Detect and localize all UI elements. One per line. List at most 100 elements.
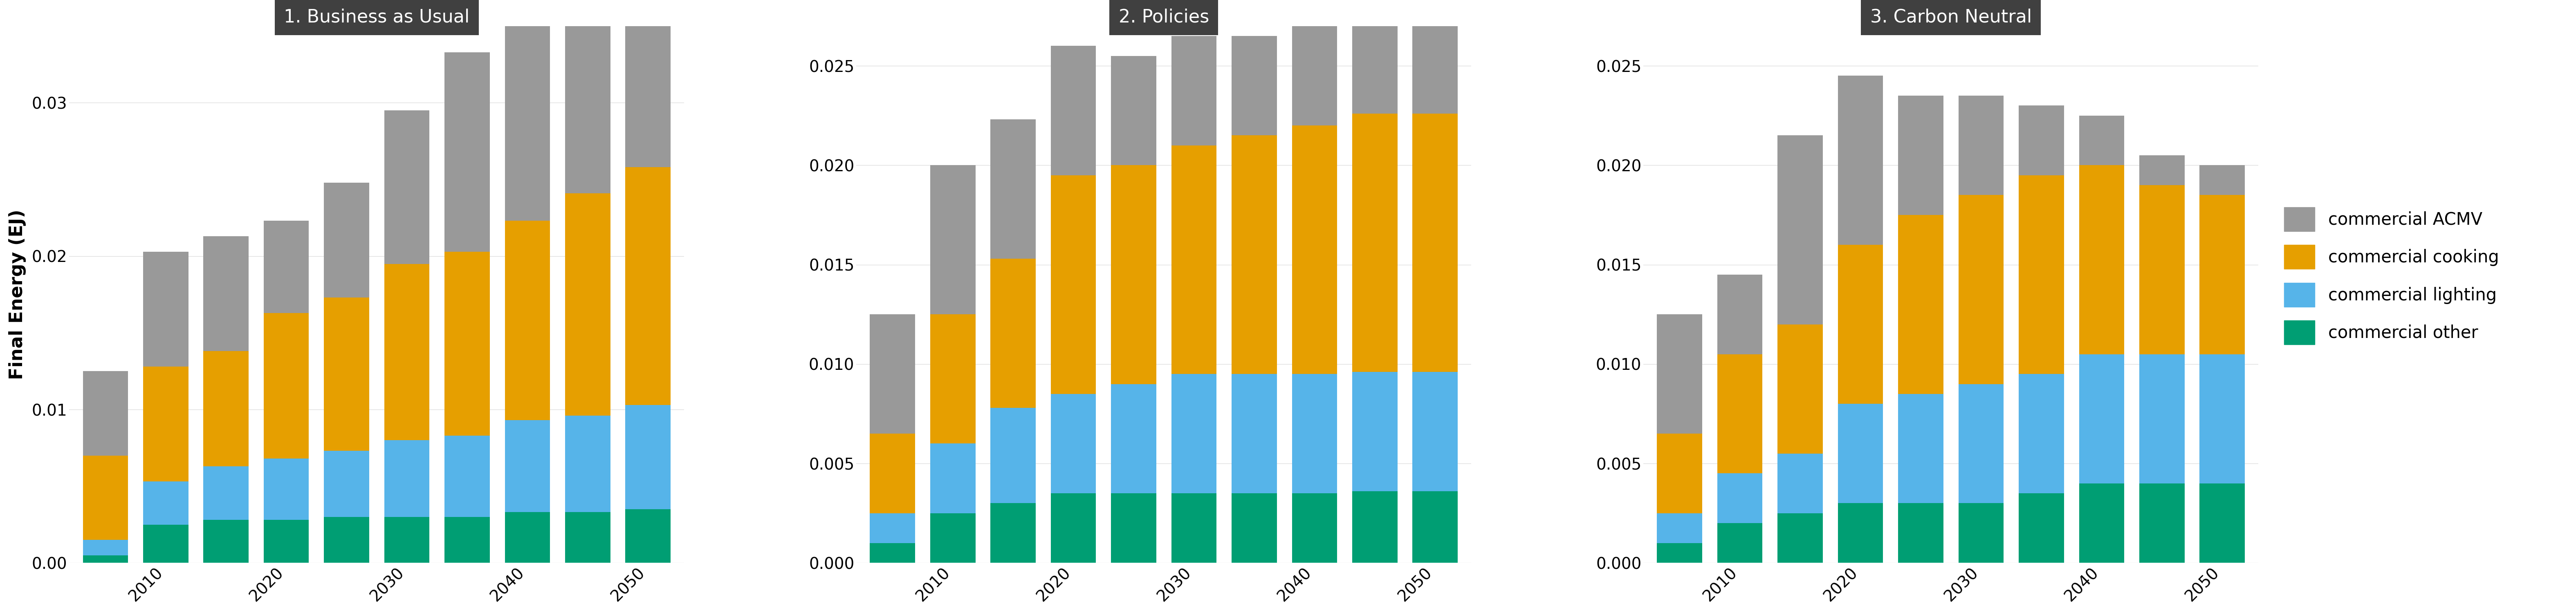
Bar <box>1110 166 1157 384</box>
Bar <box>144 482 188 525</box>
Bar <box>446 436 489 517</box>
Bar <box>1837 404 1883 503</box>
Bar <box>1352 24 1396 113</box>
Bar <box>2079 166 2125 354</box>
Bar <box>626 405 670 509</box>
Bar <box>930 513 976 563</box>
Bar <box>2079 483 2125 563</box>
Bar <box>1899 215 1942 394</box>
Bar <box>930 314 976 444</box>
Bar <box>2020 175 2063 374</box>
Bar <box>2020 374 2063 493</box>
Title: 3. Carbon Neutral: 3. Carbon Neutral <box>1870 9 2032 26</box>
Bar <box>564 0 611 193</box>
Bar <box>1051 394 1095 493</box>
Bar <box>1293 126 1337 374</box>
Bar <box>1837 503 1883 563</box>
Bar <box>871 314 914 433</box>
Bar <box>1958 503 2004 563</box>
Bar <box>2020 105 2063 175</box>
Bar <box>1051 175 1095 394</box>
Bar <box>1293 493 1337 563</box>
Bar <box>2138 483 2184 563</box>
Bar <box>82 540 129 555</box>
Bar <box>626 167 670 405</box>
Bar <box>1958 195 2004 384</box>
Bar <box>1899 503 1942 563</box>
Bar <box>325 517 368 563</box>
Bar <box>564 193 611 416</box>
Bar <box>1958 96 2004 195</box>
Bar <box>384 110 430 264</box>
Bar <box>505 221 551 421</box>
Bar <box>1352 491 1396 563</box>
Bar <box>1352 372 1396 491</box>
Bar <box>384 517 430 563</box>
Bar <box>626 509 670 563</box>
Bar <box>564 512 611 563</box>
Bar <box>1172 145 1216 374</box>
Bar <box>1899 394 1942 503</box>
Bar <box>1777 513 1824 563</box>
Bar <box>871 543 914 563</box>
Bar <box>1293 374 1337 493</box>
Bar <box>564 416 611 512</box>
Bar <box>1412 491 1458 563</box>
Bar <box>1293 26 1337 126</box>
Bar <box>1231 135 1278 374</box>
Bar <box>325 297 368 451</box>
Bar <box>2200 166 2244 195</box>
Bar <box>1412 113 1458 372</box>
Bar <box>1718 523 1762 563</box>
Bar <box>626 0 670 167</box>
Bar <box>930 444 976 513</box>
Bar <box>2138 185 2184 354</box>
Bar <box>1656 433 1703 513</box>
Bar <box>1412 24 1458 113</box>
Bar <box>992 120 1036 259</box>
Bar <box>1718 473 1762 523</box>
Bar <box>446 52 489 251</box>
Bar <box>446 251 489 436</box>
Bar <box>1352 113 1396 372</box>
Bar <box>1777 324 1824 454</box>
Bar <box>446 517 489 563</box>
Bar <box>1110 384 1157 493</box>
Title: 1. Business as Usual: 1. Business as Usual <box>283 9 469 26</box>
Bar <box>1656 543 1703 563</box>
Bar <box>1051 46 1095 175</box>
Bar <box>2079 354 2125 483</box>
Bar <box>2200 195 2244 354</box>
Bar <box>384 440 430 517</box>
Bar <box>1231 374 1278 493</box>
Bar <box>1718 354 1762 473</box>
Bar <box>1656 513 1703 543</box>
Bar <box>1958 384 2004 503</box>
Bar <box>992 503 1036 563</box>
Bar <box>2138 354 2184 483</box>
Bar <box>1172 374 1216 493</box>
Bar <box>2079 116 2125 166</box>
Bar <box>263 459 309 520</box>
Bar <box>505 512 551 563</box>
Bar <box>204 351 250 466</box>
Bar <box>144 251 188 367</box>
Bar <box>1172 36 1216 145</box>
Bar <box>1231 493 1278 563</box>
Bar <box>1718 275 1762 354</box>
Bar <box>992 408 1036 503</box>
Bar <box>204 466 250 520</box>
Bar <box>1837 76 1883 245</box>
Bar <box>2200 354 2244 483</box>
Bar <box>1412 372 1458 491</box>
Bar <box>263 520 309 563</box>
Bar <box>263 313 309 459</box>
Bar <box>871 433 914 513</box>
Bar <box>930 166 976 314</box>
Bar <box>204 520 250 563</box>
Bar <box>325 451 368 517</box>
Bar <box>992 259 1036 408</box>
Bar <box>384 264 430 440</box>
Bar <box>505 421 551 512</box>
Bar <box>263 221 309 313</box>
